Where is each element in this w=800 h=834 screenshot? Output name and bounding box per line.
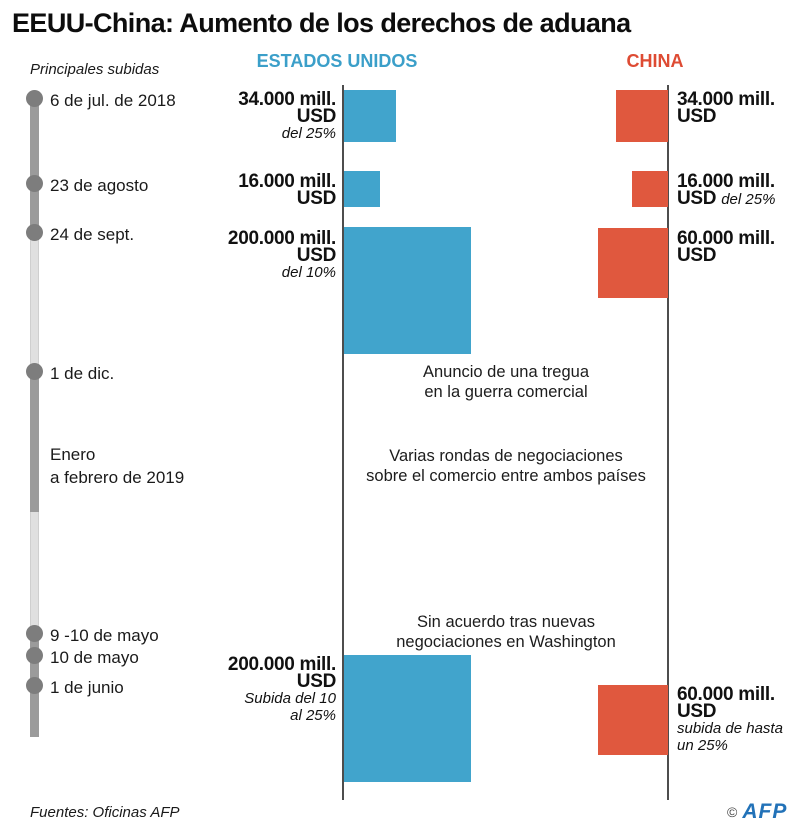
us-value-label-16000: 16.000 mill. USD — [116, 171, 336, 209]
us-amount-200000: 200.000 mill. USD — [227, 228, 336, 266]
china-value-label-60000: 60.000 mill. USD — [677, 228, 775, 266]
us-amount-200000-may: 200.000 mill. USD — [227, 654, 336, 692]
china-usd-word: USD — [677, 188, 717, 209]
afp-logo: AFP — [742, 800, 788, 823]
date-label-6-jul: 6 de jul. de 2018 — [50, 91, 176, 110]
china-bar-16000 — [632, 171, 668, 207]
timeline-dot-1-dic — [26, 363, 43, 380]
us-value-label-34000: 34.000 mill. USD del 25% — [116, 89, 336, 142]
china-value-label-16000: 16.000 mill. USD del 25% — [677, 171, 776, 209]
timeline-dot-1-junio — [26, 677, 43, 694]
timeline-dot-24-sept — [26, 224, 43, 241]
column-header-china: CHINA — [626, 51, 684, 71]
timeline-dot-9-10-mayo — [26, 625, 43, 642]
date-label-10-mayo: 10 de mayo — [50, 648, 139, 667]
timeline-dot-10-mayo — [26, 647, 43, 664]
us-bar-200000-may — [344, 655, 471, 782]
us-amount-16000: 16.000 mill. USD — [238, 171, 336, 209]
timeline-segment-dark-1 — [30, 98, 39, 240]
us-bar-200000 — [344, 227, 471, 354]
china-bar-60000 — [598, 228, 668, 298]
annotation-negociaciones: Varias rondas de negociaciones sobre el … — [366, 447, 646, 485]
china-value-label-60000-jun: 60.000 mill. USD subida de hasta un 25% — [677, 684, 783, 754]
china-usd-del-25-row: USD del 25% — [677, 188, 776, 209]
page-title: EEUU-China: Aumento de los derechos de a… — [12, 8, 631, 38]
timeline-segment-light-1 — [30, 240, 39, 366]
column-header-estados-unidos: ESTADOS UNIDOS — [256, 51, 418, 71]
china-bar-34000 — [616, 90, 668, 142]
date-label-enero-febrero: Enero a febrero de 2019 — [50, 445, 185, 487]
timeline-dot-23-agosto — [26, 175, 43, 192]
us-axis-line — [342, 85, 344, 800]
timeline-dot-6-jul — [26, 90, 43, 107]
china-axis-line — [667, 85, 669, 800]
date-label-9-10-mayo: 9 -10 de mayo — [50, 626, 159, 645]
china-amount-60000-jun: 60.000 mill. USD — [677, 684, 775, 722]
china-note-60000-jun: subida de hasta un 25% — [677, 720, 783, 754]
credit-block: © AFP — [727, 800, 787, 824]
date-label-1-dic: 1 de dic. — [50, 364, 115, 383]
annotation-tregua: Anuncio de una tregua en la guerra comer… — [422, 363, 590, 401]
copyright-icon: © — [727, 804, 738, 820]
us-note-34000: del 25% — [281, 125, 336, 142]
date-label-23-agosto: 23 de agosto — [50, 176, 149, 195]
subtitle-principales-subidas: Principales subidas — [30, 61, 160, 78]
us-value-label-200000: 200.000 mill. USD del 10% — [116, 228, 336, 281]
date-label-1-junio: 1 de junio — [50, 678, 124, 697]
source-note: Fuentes: Oficinas AFP — [30, 804, 180, 821]
china-value-label-34000: 34.000 mill. USD — [677, 89, 775, 127]
us-bar-34000 — [344, 90, 396, 142]
us-note-200000-may: Subida del 10 al 25% — [244, 690, 336, 724]
date-label-24-sept: 24 de sept. — [50, 225, 135, 244]
us-note-200000: del 10% — [281, 264, 336, 281]
us-bar-16000 — [344, 171, 380, 207]
china-bar-60000-jun — [598, 685, 668, 755]
china-amount-60000: 60.000 mill. USD — [677, 228, 775, 266]
china-amount-16000: 16.000 mill. — [677, 171, 775, 192]
timeline-segment-light-2 — [30, 512, 39, 627]
annotation-sin-acuerdo: Sin acuerdo tras nuevas negociaciones en… — [396, 613, 616, 651]
us-amount-34000: 34.000 mill. USD — [238, 89, 336, 127]
china-note-inline-del-25: del 25% — [721, 191, 776, 208]
china-amount-34000: 34.000 mill. USD — [677, 89, 775, 127]
us-value-label-200000-may: 200.000 mill. USD Subida del 10 al 25% — [116, 654, 336, 724]
timeline-segment-dark-2 — [30, 371, 39, 512]
